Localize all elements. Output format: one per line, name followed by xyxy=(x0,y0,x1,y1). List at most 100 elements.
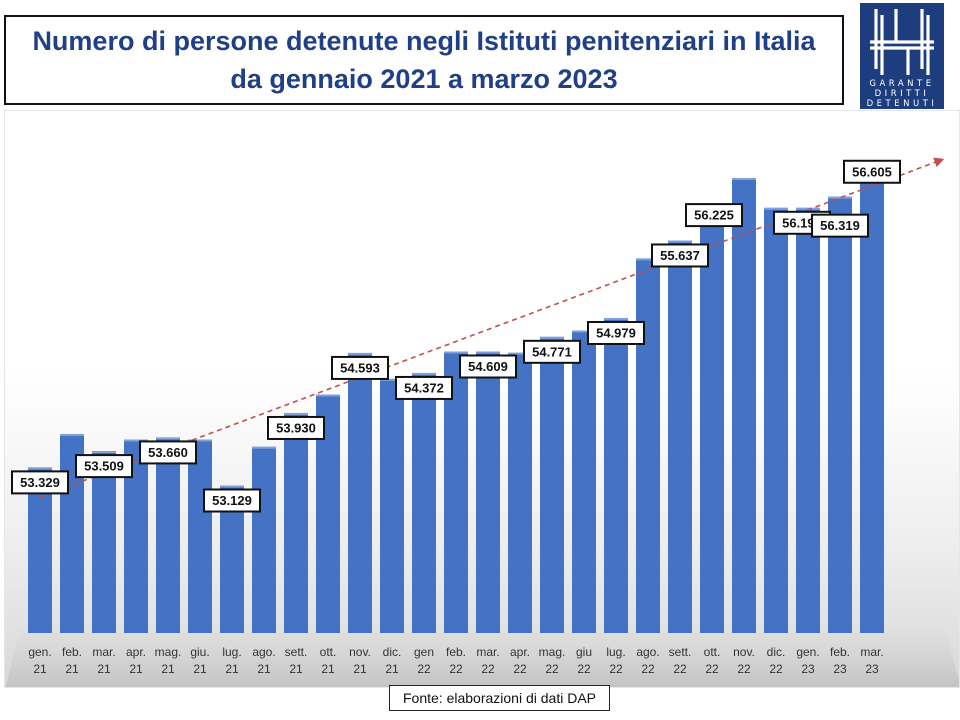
bar-top-20 xyxy=(668,240,692,243)
data-label-14: 54.609 xyxy=(468,359,508,374)
data-label-box-16 xyxy=(523,339,581,364)
chart-area: 53.329 53.509 53.660 53.129 53.930 54.593 54.3… xyxy=(4,110,960,688)
data-label-box-18 xyxy=(587,320,645,345)
bar-5 xyxy=(188,439,212,633)
bar-top-0 xyxy=(28,467,52,470)
data-label-box-8 xyxy=(267,415,325,440)
bar-24 xyxy=(796,207,820,633)
data-label-4: 53.660 xyxy=(148,445,188,460)
x-tick-label-13-month: feb. xyxy=(446,645,466,659)
bar-17 xyxy=(572,330,596,633)
bar-top-10 xyxy=(348,352,372,355)
data-label-0: 53.329 xyxy=(20,475,60,490)
garante-logo: GARANTE DIRITTI DETENUTI xyxy=(860,3,944,109)
x-tick-label-2-year: 21 xyxy=(97,662,111,676)
chart-title-box: Numero di persone detenute negli Istitut… xyxy=(4,15,844,105)
bar-top-17 xyxy=(572,330,596,333)
data-label-box-10 xyxy=(331,355,389,380)
bar-top-7 xyxy=(252,446,276,449)
logo-word-2: DIRITTI xyxy=(874,89,930,99)
data-label-2: 53.509 xyxy=(84,459,124,474)
bar-top-15 xyxy=(508,352,532,355)
bar-18 xyxy=(604,317,628,633)
x-tick-label-24-year: 23 xyxy=(801,662,815,676)
bar-4 xyxy=(156,437,180,633)
x-tick-label-25-month: feb. xyxy=(830,645,850,659)
bar-8 xyxy=(284,412,308,633)
x-tick-label-9-month: ott. xyxy=(320,645,337,659)
data-label-26: 56.605 xyxy=(852,164,892,179)
bar-16 xyxy=(540,336,564,633)
bar-top-25 xyxy=(828,196,852,199)
x-tick-label-2-month: mar. xyxy=(92,645,115,659)
logo-word-3: DETENUTI xyxy=(866,99,938,109)
chart-title-line-1: Numero di persone detenute negli Istitut… xyxy=(32,26,816,56)
bar-chart: 53.329 53.509 53.660 53.129 53.930 54.593 54.3… xyxy=(5,157,959,687)
data-label-12: 54.372 xyxy=(404,380,444,395)
x-tick-label-20-month: sett. xyxy=(669,645,692,659)
bar-top-5 xyxy=(188,439,212,442)
bar-11 xyxy=(380,378,404,633)
data-label-6: 53.129 xyxy=(212,493,252,508)
logo-mark-icon xyxy=(870,9,934,75)
data-label-18: 54.979 xyxy=(596,325,636,340)
x-tick-label-14-year: 22 xyxy=(481,662,495,676)
bar-21 xyxy=(700,205,724,633)
bar-12 xyxy=(412,372,436,633)
logo-word-1: GARANTE xyxy=(869,79,935,89)
x-tick-label-10-month: nov. xyxy=(349,645,371,659)
bar-top-12 xyxy=(412,372,436,375)
x-tick-label-4-year: 21 xyxy=(161,662,175,676)
x-tick-label-20-year: 22 xyxy=(673,662,687,676)
x-tick-label-15-year: 22 xyxy=(513,662,527,676)
x-tick-label-11-month: dic. xyxy=(383,645,402,659)
data-label-10: 54.593 xyxy=(340,360,380,375)
x-tick-label-17-month: giu xyxy=(576,645,592,659)
bar-top-18 xyxy=(604,317,628,320)
data-label-box-14 xyxy=(459,354,517,379)
x-tick-label-13-year: 22 xyxy=(449,662,463,676)
data-label-box-25 xyxy=(811,213,869,238)
bar-22 xyxy=(732,178,756,633)
x-tick-label-0-year: 21 xyxy=(33,662,47,676)
data-label-20: 55.637 xyxy=(660,248,700,263)
bar-top-19 xyxy=(636,258,660,261)
data-label-box-4 xyxy=(139,440,197,465)
x-tick-label-8-month: sett. xyxy=(285,645,308,659)
x-tick-label-24-month: gen. xyxy=(796,645,819,659)
data-label-box-0 xyxy=(11,470,69,495)
x-tick-label-23-year: 22 xyxy=(769,662,783,676)
x-tick-label-16-year: 22 xyxy=(545,662,559,676)
bar-23 xyxy=(764,207,788,633)
x-tick-label-3-month: apr. xyxy=(126,645,146,659)
data-label-8: 53.930 xyxy=(276,420,316,435)
data-label-16: 54.771 xyxy=(532,344,572,359)
bar-top-2 xyxy=(92,451,116,454)
bar-10 xyxy=(348,352,372,633)
x-tick-label-0-month: gen. xyxy=(28,645,51,659)
bar-top-13 xyxy=(444,351,468,354)
x-tick-label-21-year: 22 xyxy=(705,662,719,676)
x-tick-label-18-year: 22 xyxy=(609,662,623,676)
x-tick-label-5-year: 21 xyxy=(193,662,207,676)
bar-26 xyxy=(860,170,884,634)
bar-19 xyxy=(636,258,660,633)
x-tick-label-15-month: apr. xyxy=(510,645,530,659)
data-label-box-22 xyxy=(685,203,743,228)
bar-top-1 xyxy=(60,434,84,437)
data-label-box-2 xyxy=(75,454,133,479)
x-tick-label-4-month: mag. xyxy=(155,645,182,659)
x-tick-label-23-month: dic. xyxy=(767,645,786,659)
data-label-box-26 xyxy=(843,159,901,184)
bar-top-14 xyxy=(476,351,500,354)
chart-title-line-2: da gennaio 2021 a marzo 2023 xyxy=(230,64,618,94)
x-tick-label-6-month: lug. xyxy=(222,645,241,659)
x-tick-label-14-month: mar. xyxy=(476,645,499,659)
source-note: Fonte: elaborazioni di dati DAP xyxy=(389,685,610,711)
floor-shadow xyxy=(5,626,959,687)
data-label-box-12 xyxy=(395,375,453,400)
bar-top-3 xyxy=(124,439,148,442)
x-tick-label-1-month: feb. xyxy=(62,645,82,659)
bar-top-8 xyxy=(284,412,308,415)
x-tick-label-7-month: ago. xyxy=(252,645,275,659)
